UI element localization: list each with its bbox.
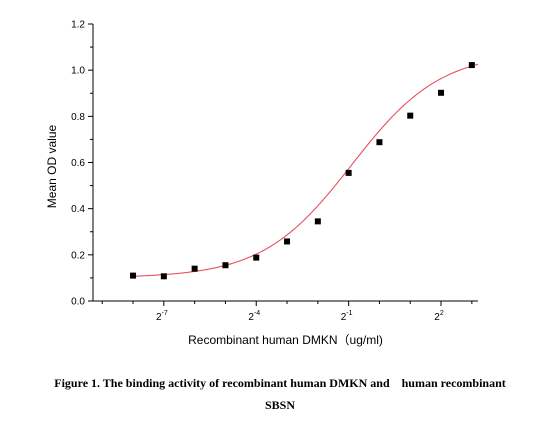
data-point	[130, 272, 137, 279]
axis-labels: 0.0 0.2 0.4 0.6 0.8 1.0 1.2 2-7 2-4 2-1 22 Recombin…	[45, 20, 444, 348]
data-point	[160, 273, 167, 280]
y-tick-label: 1.0	[71, 66, 85, 77]
data-point	[438, 89, 445, 96]
y-tick-label: 0.6	[71, 158, 85, 169]
fit-curve	[133, 63, 479, 277]
caption-line-2: SBSN	[264, 398, 296, 412]
y-tick-label: 0.8	[71, 112, 85, 123]
figure-caption: Figure 1. The binding activity of recomb…	[0, 372, 560, 416]
data-points	[130, 62, 475, 280]
data-point	[345, 169, 352, 176]
data-point	[222, 262, 229, 269]
x-tick-label: 2-7	[156, 310, 168, 323]
x-tick-label: 22	[434, 310, 444, 323]
data-point	[314, 218, 321, 225]
axes	[88, 23, 478, 306]
y-tick-label: 0.4	[71, 204, 85, 215]
x-axis-title: Recombinant human DMKN（ug/ml)	[188, 333, 383, 347]
y-axis-title: Mean OD value	[45, 124, 59, 208]
data-point	[468, 62, 475, 69]
y-tick-label: 1.2	[71, 20, 85, 31]
y-tick-label: 0.2	[71, 250, 85, 261]
binding-activity-chart: 0.0 0.2 0.4 0.6 0.8 1.0 1.2 2-7 2-4 2-1 22 Recombin…	[45, 20, 479, 348]
data-point	[191, 265, 198, 272]
data-point	[253, 254, 260, 261]
data-point	[376, 139, 383, 146]
data-point	[284, 238, 291, 245]
x-tick-label: 2-1	[341, 310, 353, 323]
y-tick-label: 0.0	[71, 297, 85, 308]
caption-line-1: Figure 1. The binding activity of recomb…	[54, 376, 506, 390]
x-tick-label: 2-4	[248, 310, 260, 323]
data-point	[407, 112, 414, 119]
